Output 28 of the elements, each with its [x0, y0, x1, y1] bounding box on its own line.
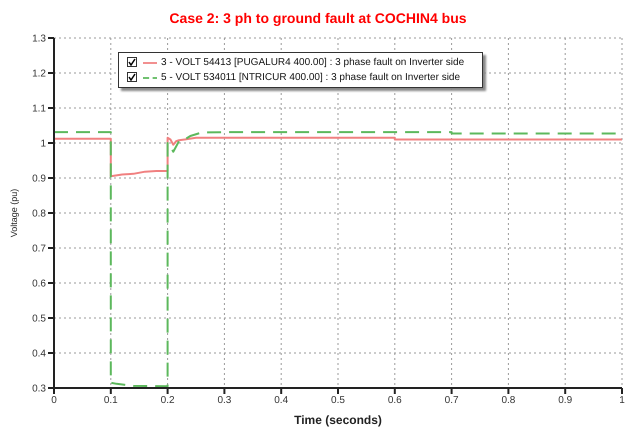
x-tick-label: 0.6 [388, 395, 402, 406]
x-tick-label: 0.2 [160, 395, 175, 406]
x-tick-label: 0.8 [501, 395, 516, 406]
x-tick-label: 0 [51, 395, 58, 406]
x-tick-label: 0.7 [444, 395, 459, 406]
x-tick-label: 0.4 [274, 395, 289, 406]
y-tick-label: 1.3 [32, 34, 46, 45]
y-tick-label: 1.2 [32, 68, 46, 80]
y-tick-label: 0.3 [32, 384, 46, 395]
line-series [54, 136, 622, 178]
x-tick-label: 0.3 [217, 395, 232, 406]
legend-label: 3 - VOLT 54413 [PUGALUR4 400.00] : 3 phase fault on Inverter side [161, 57, 464, 68]
x-tick-label: 1 [619, 395, 626, 406]
y-tick-label: 0.6 [32, 278, 46, 290]
y-tick-label: 0.8 [32, 208, 46, 220]
x-tick-label: 0.5 [331, 395, 346, 406]
chart-title: Case 2: 3 ph to ground fault at COCHIN4 bus [168, 9, 468, 28]
x-tick-label: 0.1 [104, 395, 118, 406]
y-tick-label: 1 [40, 138, 46, 150]
y-tick-label: 1.1 [32, 104, 46, 115]
y-axis-title: Voltage (pu) [9, 188, 20, 238]
y-tick-label: 0.9 [32, 174, 46, 185]
x-tick-label: 0.9 [558, 395, 573, 406]
y-tick-label: 0.4 [32, 348, 46, 360]
y-tick-label: 0.5 [32, 314, 46, 325]
x-axis-title: Time (seconds) [294, 413, 382, 427]
y-tick-label: 0.7 [32, 244, 46, 255]
legend-label: 5 - VOLT 534011 [NTRICUR 400.00] : 3 phase fault on Inverter side [161, 72, 460, 83]
